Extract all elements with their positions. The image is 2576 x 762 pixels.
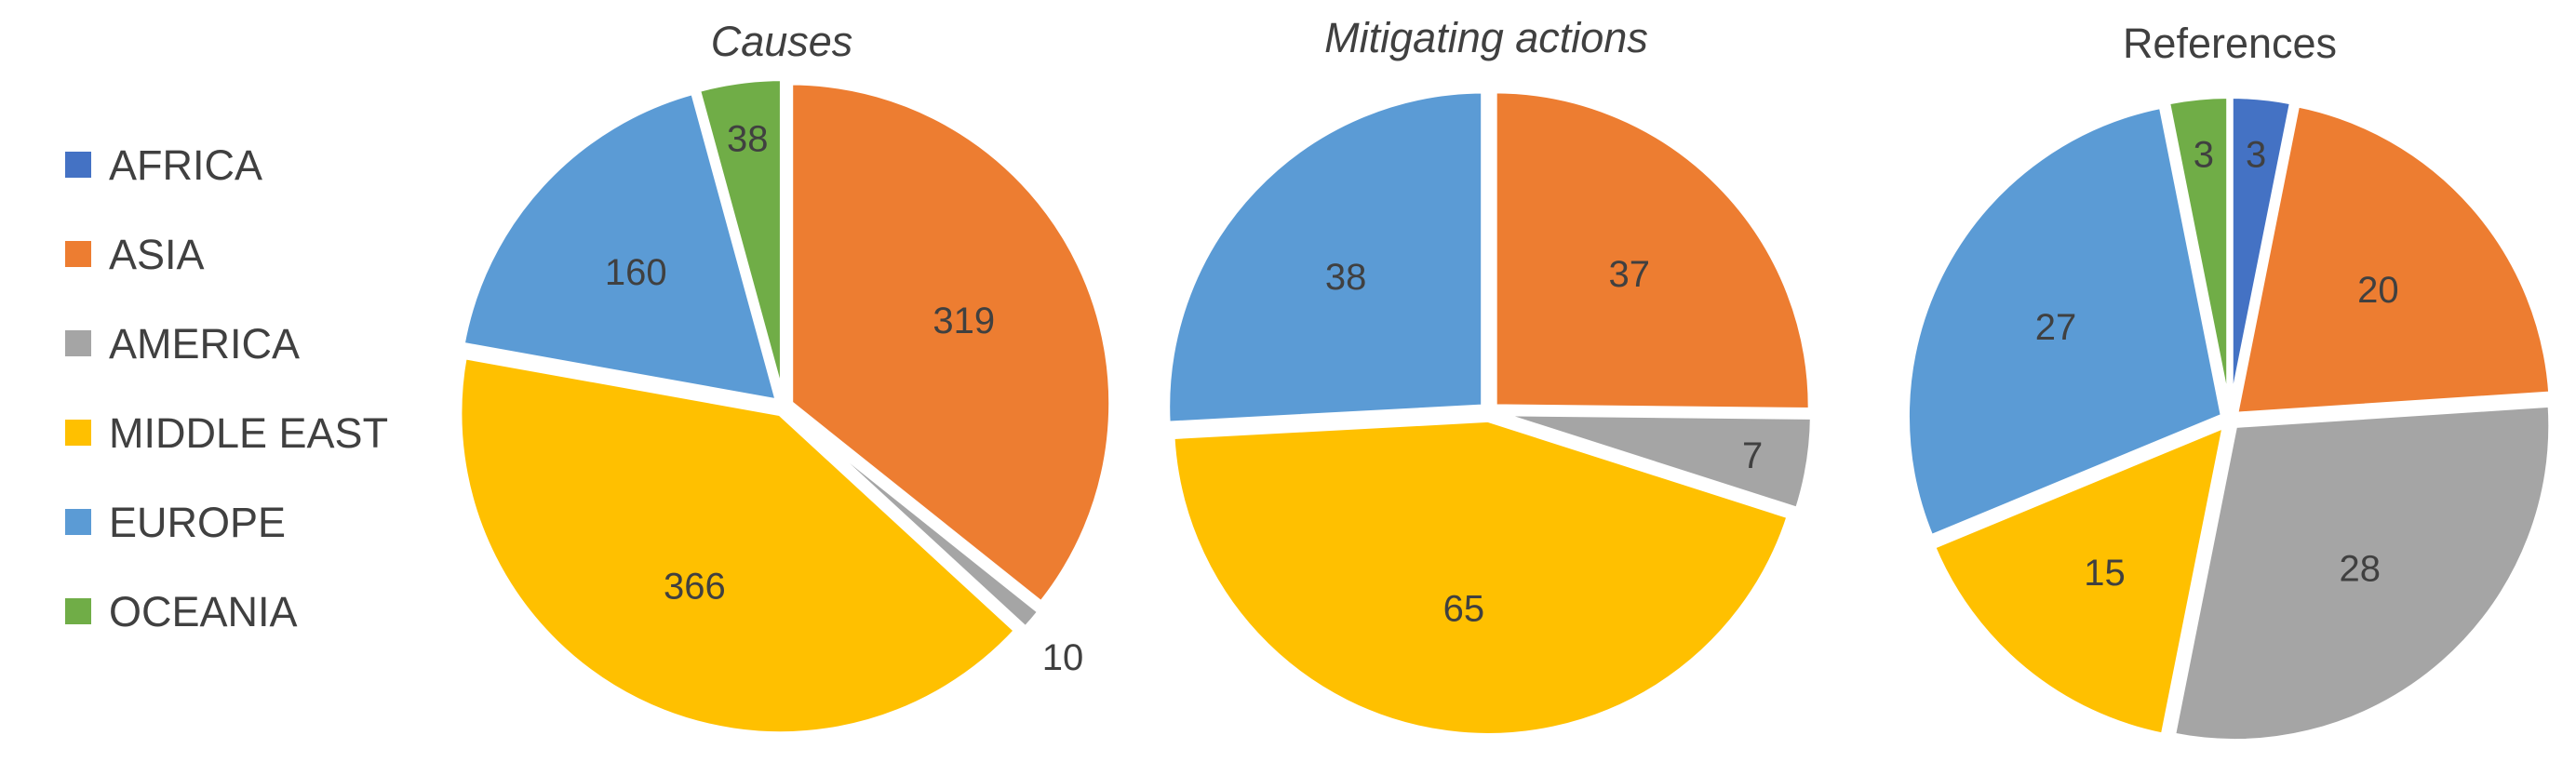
data-label-asia: 20 — [2357, 270, 2399, 311]
pie-slice-europe — [1164, 87, 1487, 427]
pie-slice-oceania — [2164, 93, 2233, 413]
pie-chart-mitigating-actions: Mitigating actions 37 7 65 38 — [1164, 14, 1816, 739]
data-label-america: 28 — [2340, 548, 2381, 589]
legend-label-oceania: OCEANIA — [109, 588, 298, 635]
data-label-oceania: 38 — [727, 119, 769, 160]
legend-label-middle-east: MIDDLE EAST — [109, 409, 388, 457]
pie-slice-oceania — [694, 75, 785, 400]
data-label-europe: 160 — [605, 252, 667, 293]
legend-swatch-asia — [65, 241, 91, 267]
legend-label-asia: ASIA — [109, 231, 205, 278]
pie-slice-europe — [459, 88, 783, 406]
pie-slice-europe — [1903, 102, 2227, 541]
pie-slice-america — [787, 408, 1044, 634]
legend-swatch-europe — [65, 509, 91, 535]
chart-title-references: References — [2123, 20, 2337, 67]
data-label-america: 7 — [1742, 435, 1763, 476]
legend-swatch-africa — [65, 152, 91, 178]
pie-chart-references: References 3 20 28 15 27 3 — [1903, 20, 2555, 744]
legend-label-africa: AFRICA — [109, 141, 262, 189]
pie-chart-causes: Causes 319 10 366 160 38 — [456, 18, 1115, 738]
chart-title-causes: Causes — [711, 18, 853, 65]
pie-slice-middle-east — [1928, 421, 2229, 740]
legend-label-america: AMERICA — [109, 320, 300, 368]
pie-slice-asia — [787, 79, 1115, 608]
pie-slice-america — [1495, 410, 1816, 514]
data-label-europe: 38 — [1325, 257, 1367, 298]
pie-slice-asia — [1491, 87, 1814, 414]
legend-label-europe: EUROPE — [109, 499, 286, 546]
data-label-europe: 27 — [2035, 307, 2077, 348]
chart-title-mitigating-actions: Mitigating actions — [1324, 14, 1648, 61]
pie-slice-asia — [2232, 100, 2555, 418]
legend-swatch-middle-east — [65, 420, 91, 446]
pie-slice-middle-east — [456, 353, 1021, 738]
data-label-middle-east: 15 — [2084, 553, 2126, 594]
data-label-middle-east: 65 — [1443, 588, 1485, 629]
data-label-oceania: 3 — [2194, 135, 2214, 176]
data-label-asia: 37 — [1608, 254, 1650, 295]
data-label-africa: 3 — [2246, 135, 2266, 176]
pie-slice-middle-east — [1169, 416, 1793, 739]
legend: AFRICA ASIA AMERICA MIDDLE EAST EUROPE OCEANI… — [65, 141, 388, 635]
legend-swatch-oceania — [65, 598, 91, 624]
data-label-middle-east: 366 — [664, 567, 726, 608]
legend-swatch-america — [65, 330, 91, 356]
data-label-asia: 319 — [932, 301, 995, 341]
pie-slice-america — [2169, 401, 2555, 744]
data-label-america: 10 — [1042, 637, 1084, 678]
